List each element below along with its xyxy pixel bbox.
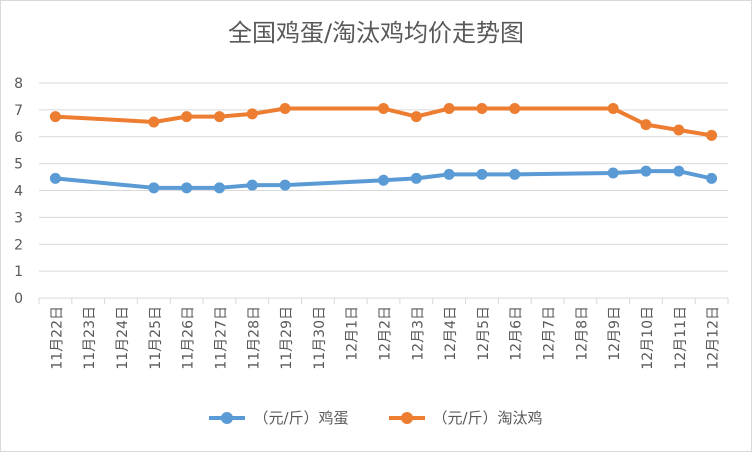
chart-title: 全国鸡蛋/淘汰鸡均价走势图 <box>227 19 525 47</box>
x-tick-label: 12月6日 <box>509 306 525 361</box>
data-point-series-1-6 <box>246 108 258 120</box>
x-tick-label: 11月25日 <box>148 306 164 370</box>
x-tick-label: 11月27日 <box>213 306 229 370</box>
data-point-series-1-17 <box>607 103 619 115</box>
data-point-series-0-10 <box>378 174 389 186</box>
y-tick-label-4: 4 <box>14 184 23 200</box>
legend-item-egg[interactable]: （元/斤）鸡蛋 <box>209 407 349 428</box>
data-point-series-1-7 <box>279 103 291 115</box>
x-tick-label: 11月30日 <box>312 306 328 370</box>
data-point-series-1-14 <box>509 103 521 115</box>
data-point-series-0-18 <box>640 165 652 177</box>
data-point-series-1-20 <box>706 129 718 141</box>
data-point-series-1-11 <box>410 111 422 123</box>
legend: （元/斤）鸡蛋 （元/斤）淘汰鸡 <box>1 407 751 428</box>
data-point-series-1-13 <box>476 103 488 115</box>
data-point-series-0-12 <box>443 168 455 180</box>
legend-item-hen[interactable]: （元/斤）淘汰鸡 <box>388 407 543 428</box>
data-point-series-0-7 <box>279 179 291 191</box>
data-point-series-1-19 <box>673 124 685 136</box>
data-point-series-1-0 <box>49 111 61 123</box>
data-point-series-0-5 <box>213 182 225 194</box>
x-tick-label: 11月22日 <box>49 306 65 370</box>
data-point-series-0-4 <box>181 182 193 194</box>
data-point-series-0-14 <box>509 168 521 180</box>
data-point-series-1-18 <box>640 119 652 131</box>
y-tick-label-7: 7 <box>14 103 23 119</box>
x-tick-label: 12月3日 <box>410 306 426 361</box>
legend-label-egg: （元/斤）鸡蛋 <box>253 409 349 427</box>
x-tick-label: 12月12日 <box>706 306 722 370</box>
legend-dot-egg <box>221 411 234 424</box>
legend-marker-hen <box>388 411 425 425</box>
x-tick-label: 12月1日 <box>345 306 361 361</box>
y-tick-label-8: 8 <box>14 76 23 92</box>
x-tick-label: 12月8日 <box>574 306 590 361</box>
data-point-series-0-6 <box>246 179 258 191</box>
y-tick-label-0: 0 <box>14 291 23 307</box>
y-tick-label-6: 6 <box>14 130 23 146</box>
data-point-series-1-4 <box>181 111 193 123</box>
x-tick-label: 11月28日 <box>246 306 262 370</box>
y-tick-label-1: 1 <box>14 264 23 280</box>
data-point-series-1-12 <box>443 103 455 115</box>
x-tick-label: 12月9日 <box>607 306 623 361</box>
x-tick-label: 11月26日 <box>181 306 197 370</box>
data-point-series-1-10 <box>378 103 389 115</box>
legend-label-hen: （元/斤）淘汰鸡 <box>432 409 543 427</box>
y-tick-label-2: 2 <box>14 237 23 253</box>
legend-dot-hen <box>400 411 413 424</box>
data-point-series-0-3 <box>148 182 160 194</box>
x-tick-label: 11月23日 <box>82 306 98 370</box>
data-point-series-1-5 <box>213 111 225 123</box>
data-point-series-0-17 <box>607 167 619 179</box>
x-tick-label: 11月29日 <box>279 306 295 370</box>
y-tick-label-3: 3 <box>14 210 23 226</box>
x-tick-label: 12月5日 <box>476 306 492 361</box>
x-tick-label: 12月7日 <box>542 306 558 361</box>
x-tick-label: 12月10日 <box>640 306 656 370</box>
data-point-series-1-3 <box>148 116 160 128</box>
data-point-series-0-11 <box>410 172 422 184</box>
y-tick-label-5: 5 <box>14 157 23 173</box>
data-point-series-0-19 <box>673 165 685 177</box>
x-tick-label: 11月24日 <box>115 306 131 370</box>
x-tick-label: 12月4日 <box>443 306 459 361</box>
data-point-series-0-0 <box>49 172 61 184</box>
x-tick-label: 12月2日 <box>378 306 394 361</box>
x-tick-label: 12月11日 <box>673 306 689 370</box>
legend-marker-egg <box>209 411 246 425</box>
data-point-series-0-20 <box>706 172 718 184</box>
data-point-series-0-13 <box>476 168 488 180</box>
